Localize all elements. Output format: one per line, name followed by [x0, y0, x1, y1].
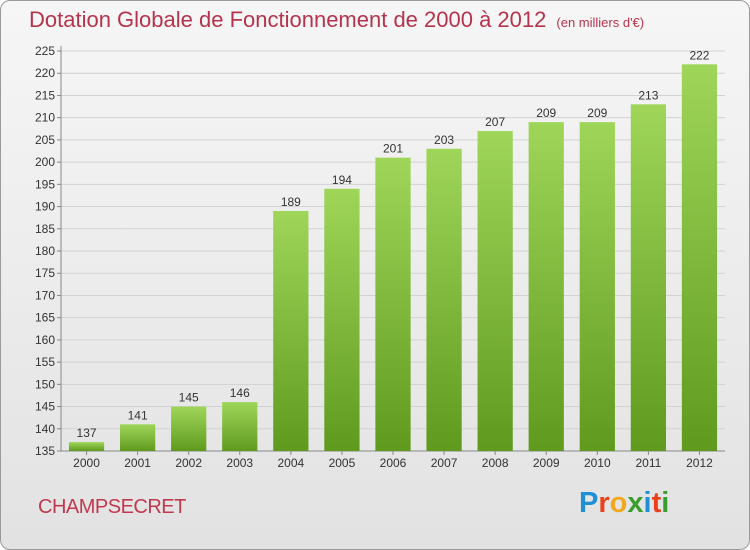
value-label-2001: 141	[128, 408, 148, 422]
y-tick-label: 135	[35, 444, 55, 458]
x-tick-label-2005: 2005	[329, 456, 356, 470]
x-tick-label-2008: 2008	[482, 456, 509, 470]
y-tick-label: 210	[35, 111, 55, 125]
x-tick-label-2011: 2011	[635, 456, 661, 470]
logo-letter: x	[627, 487, 644, 519]
y-tick-label: 205	[35, 133, 55, 147]
y-tick-label: 170	[35, 288, 55, 302]
logo-letter: r	[598, 487, 610, 519]
value-label-2007: 203	[434, 133, 454, 147]
value-label-2005: 194	[332, 173, 352, 187]
logo-letter: t	[651, 487, 662, 519]
y-tick-label: 185	[35, 222, 55, 236]
bar-2009	[528, 122, 564, 451]
y-tick-label: 190	[35, 200, 55, 214]
y-tick-label: 140	[35, 422, 55, 436]
x-tick-label-2010: 2010	[584, 456, 611, 470]
proxiti-logo[interactable]: Proxiti	[579, 487, 669, 520]
commune-name: CHAMPSECRET	[38, 496, 186, 518]
y-tick-label: 215	[35, 88, 55, 102]
chart-subtitle: (en milliers d'€)	[556, 15, 645, 30]
value-label-2004: 189	[281, 195, 301, 209]
y-tick-label: 180	[35, 244, 55, 258]
x-tick-label-2002: 2002	[175, 456, 202, 470]
value-label-2003: 146	[230, 386, 250, 400]
bar-2010	[579, 122, 615, 451]
logo-letter: i	[643, 487, 652, 519]
chart-title-text: Dotation Globale de Fonctionnement de 20…	[29, 7, 547, 32]
logo-letter: o	[609, 487, 628, 519]
bar-2011	[630, 104, 667, 451]
bar-2000	[68, 442, 105, 451]
x-tick-label-2009: 2009	[533, 456, 560, 470]
x-tick-label-2006: 2006	[380, 456, 407, 470]
value-label-2000: 137	[77, 426, 97, 440]
y-tick-label: 175	[35, 266, 55, 280]
y-tick-label: 145	[35, 400, 55, 414]
y-tick-label: 150	[35, 377, 55, 391]
y-tick-label: 155	[35, 355, 55, 369]
value-label-2010: 209	[587, 106, 607, 120]
bar-2008	[477, 131, 513, 451]
bar-2004	[273, 211, 309, 451]
y-tick-label: 195	[35, 177, 55, 191]
y-tick-label: 225	[35, 44, 55, 58]
bars	[68, 64, 718, 452]
x-tick-label-2000: 2000	[73, 456, 100, 470]
y-tick-label: 165	[35, 311, 55, 325]
x-tick-label-2004: 2004	[277, 456, 304, 470]
y-tick-label: 200	[35, 155, 55, 169]
value-label-2011: 213	[638, 88, 658, 102]
value-label-2009: 209	[536, 106, 556, 120]
bar-2006	[375, 157, 411, 451]
x-axis-tick-labels: 2000 2001 2002 2003 2004 2005 2006 2007 2008 2009…	[73, 451, 713, 470]
value-label-2008: 207	[485, 115, 505, 129]
y-axis-tick-labels: 135 140 145 150 155 160 165 170 175 180 185 190 195 2…	[35, 44, 55, 458]
y-tick-label: 160	[35, 333, 55, 347]
value-label-2006: 201	[383, 142, 403, 156]
bar-2012	[681, 64, 718, 452]
logo-letter: P	[579, 487, 599, 519]
value-labels: 137 141 145 146 189 194 201 203 207 209 209 213 222	[77, 48, 710, 440]
value-label-2012: 222	[689, 48, 709, 62]
bar-2003	[222, 402, 258, 451]
y-tick-label: 220	[35, 66, 55, 80]
logo-letter: i	[661, 487, 670, 519]
x-tick-label-2001: 2001	[124, 456, 151, 470]
value-label-2002: 145	[179, 391, 199, 405]
bar-2007	[426, 148, 462, 451]
bar-2005	[324, 188, 360, 451]
x-tick-label-2007: 2007	[431, 456, 458, 470]
x-tick-label-2012: 2012	[686, 456, 713, 470]
bar-2001	[119, 424, 156, 451]
x-tick-label-2003: 2003	[226, 456, 253, 470]
bar-2002	[171, 406, 207, 451]
chart-title: Dotation Globale de Fonctionnement de 20…	[29, 7, 644, 33]
